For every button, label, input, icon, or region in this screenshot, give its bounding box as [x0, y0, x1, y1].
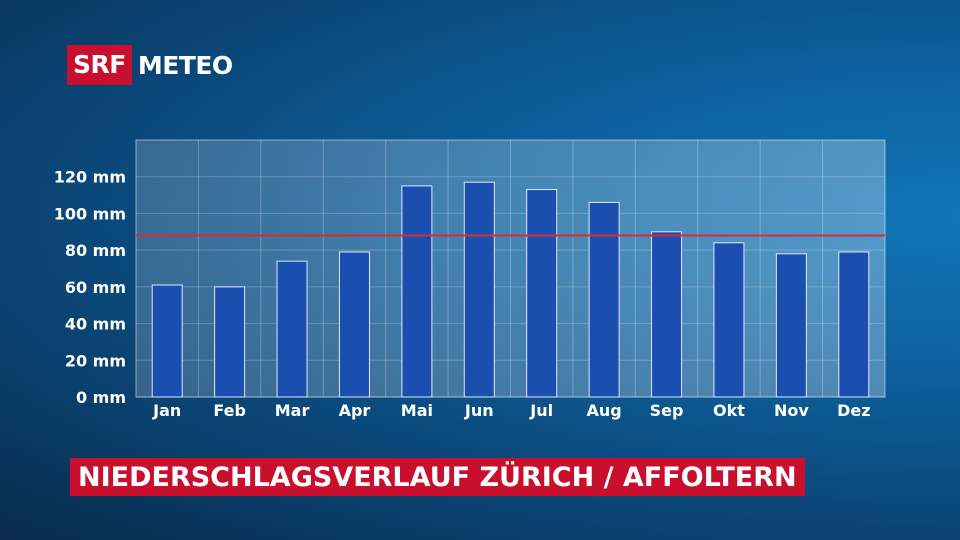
x-tick-label: Jan: [152, 401, 181, 420]
srf-meteo-logo: SRF METEO: [67, 45, 233, 85]
x-axis: Jan Feb Mar Apr Mai Jun Jul Aug Sep Okt Nov Dez: [152, 401, 870, 420]
bar-mar: [276, 260, 308, 398]
y-tick-label: 20 mm: [65, 351, 126, 370]
bar-jan: [151, 284, 183, 398]
bar-okt: [713, 242, 745, 398]
logo-srf: SRF: [67, 45, 132, 85]
y-axis: 0 mm 20 mm 40 mm 60 mm 80 mm 100 mm 120 mm: [54, 168, 126, 407]
x-tick-label: Okt: [713, 401, 745, 420]
x-tick-label: Jun: [464, 401, 494, 420]
bar-mai: [401, 185, 433, 398]
y-tick-label: 60 mm: [65, 278, 126, 297]
bar-apr: [338, 251, 370, 398]
chart-title: NIEDERSCHLAGSVERLAUF ZÜRICH / AFFOLTERN: [78, 461, 797, 493]
x-tick-label: Dez: [837, 401, 870, 420]
bar-jun: [463, 181, 495, 398]
x-tick-label: Apr: [339, 401, 371, 420]
plot-area: [135, 139, 886, 398]
bar-nov: [775, 253, 807, 398]
bars: [151, 181, 870, 398]
x-tick-label: Mai: [401, 401, 433, 420]
y-tick-label: 0 mm: [76, 388, 126, 407]
bar-dez: [838, 251, 870, 398]
bar-jul: [526, 189, 558, 398]
chart-title-banner: NIEDERSCHLAGSVERLAUF ZÜRICH / AFFOLTERN: [70, 458, 805, 496]
y-tick-label: 120 mm: [54, 168, 126, 187]
logo-meteo: METEO: [137, 50, 233, 80]
x-tick-label: Nov: [774, 401, 809, 420]
x-tick-label: Feb: [213, 401, 246, 420]
bar-feb: [214, 286, 246, 398]
y-tick-label: 40 mm: [65, 315, 126, 334]
bar-aug: [588, 201, 620, 398]
x-tick-label: Sep: [650, 401, 684, 420]
x-tick-label: Aug: [587, 401, 622, 420]
x-tick-label: Mar: [275, 401, 310, 420]
x-tick-label: Jul: [529, 401, 553, 420]
y-tick-label: 80 mm: [65, 241, 126, 260]
y-tick-label: 100 mm: [54, 204, 126, 223]
bar-sep: [651, 231, 683, 398]
grid: [136, 140, 885, 398]
